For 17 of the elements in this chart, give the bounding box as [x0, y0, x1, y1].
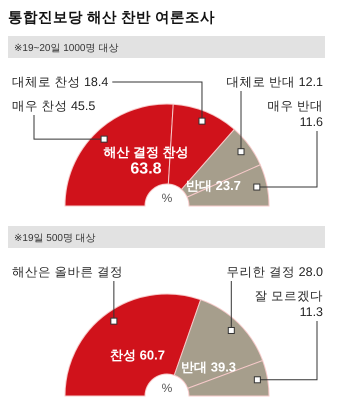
slice-label: 잘 모르겠다 [254, 289, 323, 303]
slice-label: 대체로 반대 12.1 [226, 75, 324, 89]
chart-title: 통합진보당 해산 찬반 여론조사 [8, 10, 216, 26]
text: % [162, 381, 173, 395]
slice-label: 해산은 올바른 결정 [12, 265, 123, 279]
slice-label: 매우 찬성 45.5 [12, 99, 96, 113]
text: 반대 39.3 [181, 359, 236, 374]
slice-label: 대체로 찬성 18.4 [12, 75, 108, 89]
chart-subtitle: ※19일 500명 대상 [14, 233, 96, 244]
slice-label: 매우 반대 [268, 99, 323, 113]
data-label: 11.6 [300, 115, 324, 129]
slice-label: 무리한 결정 28.0 [226, 265, 324, 279]
text: 찬성 60.7 [110, 347, 165, 362]
text: % [162, 191, 173, 205]
data-label: 11.3 [300, 305, 324, 319]
text: 반대 23.7 [186, 178, 241, 193]
chart-subtitle: ※19~20일 1000명 대상 [14, 43, 118, 54]
